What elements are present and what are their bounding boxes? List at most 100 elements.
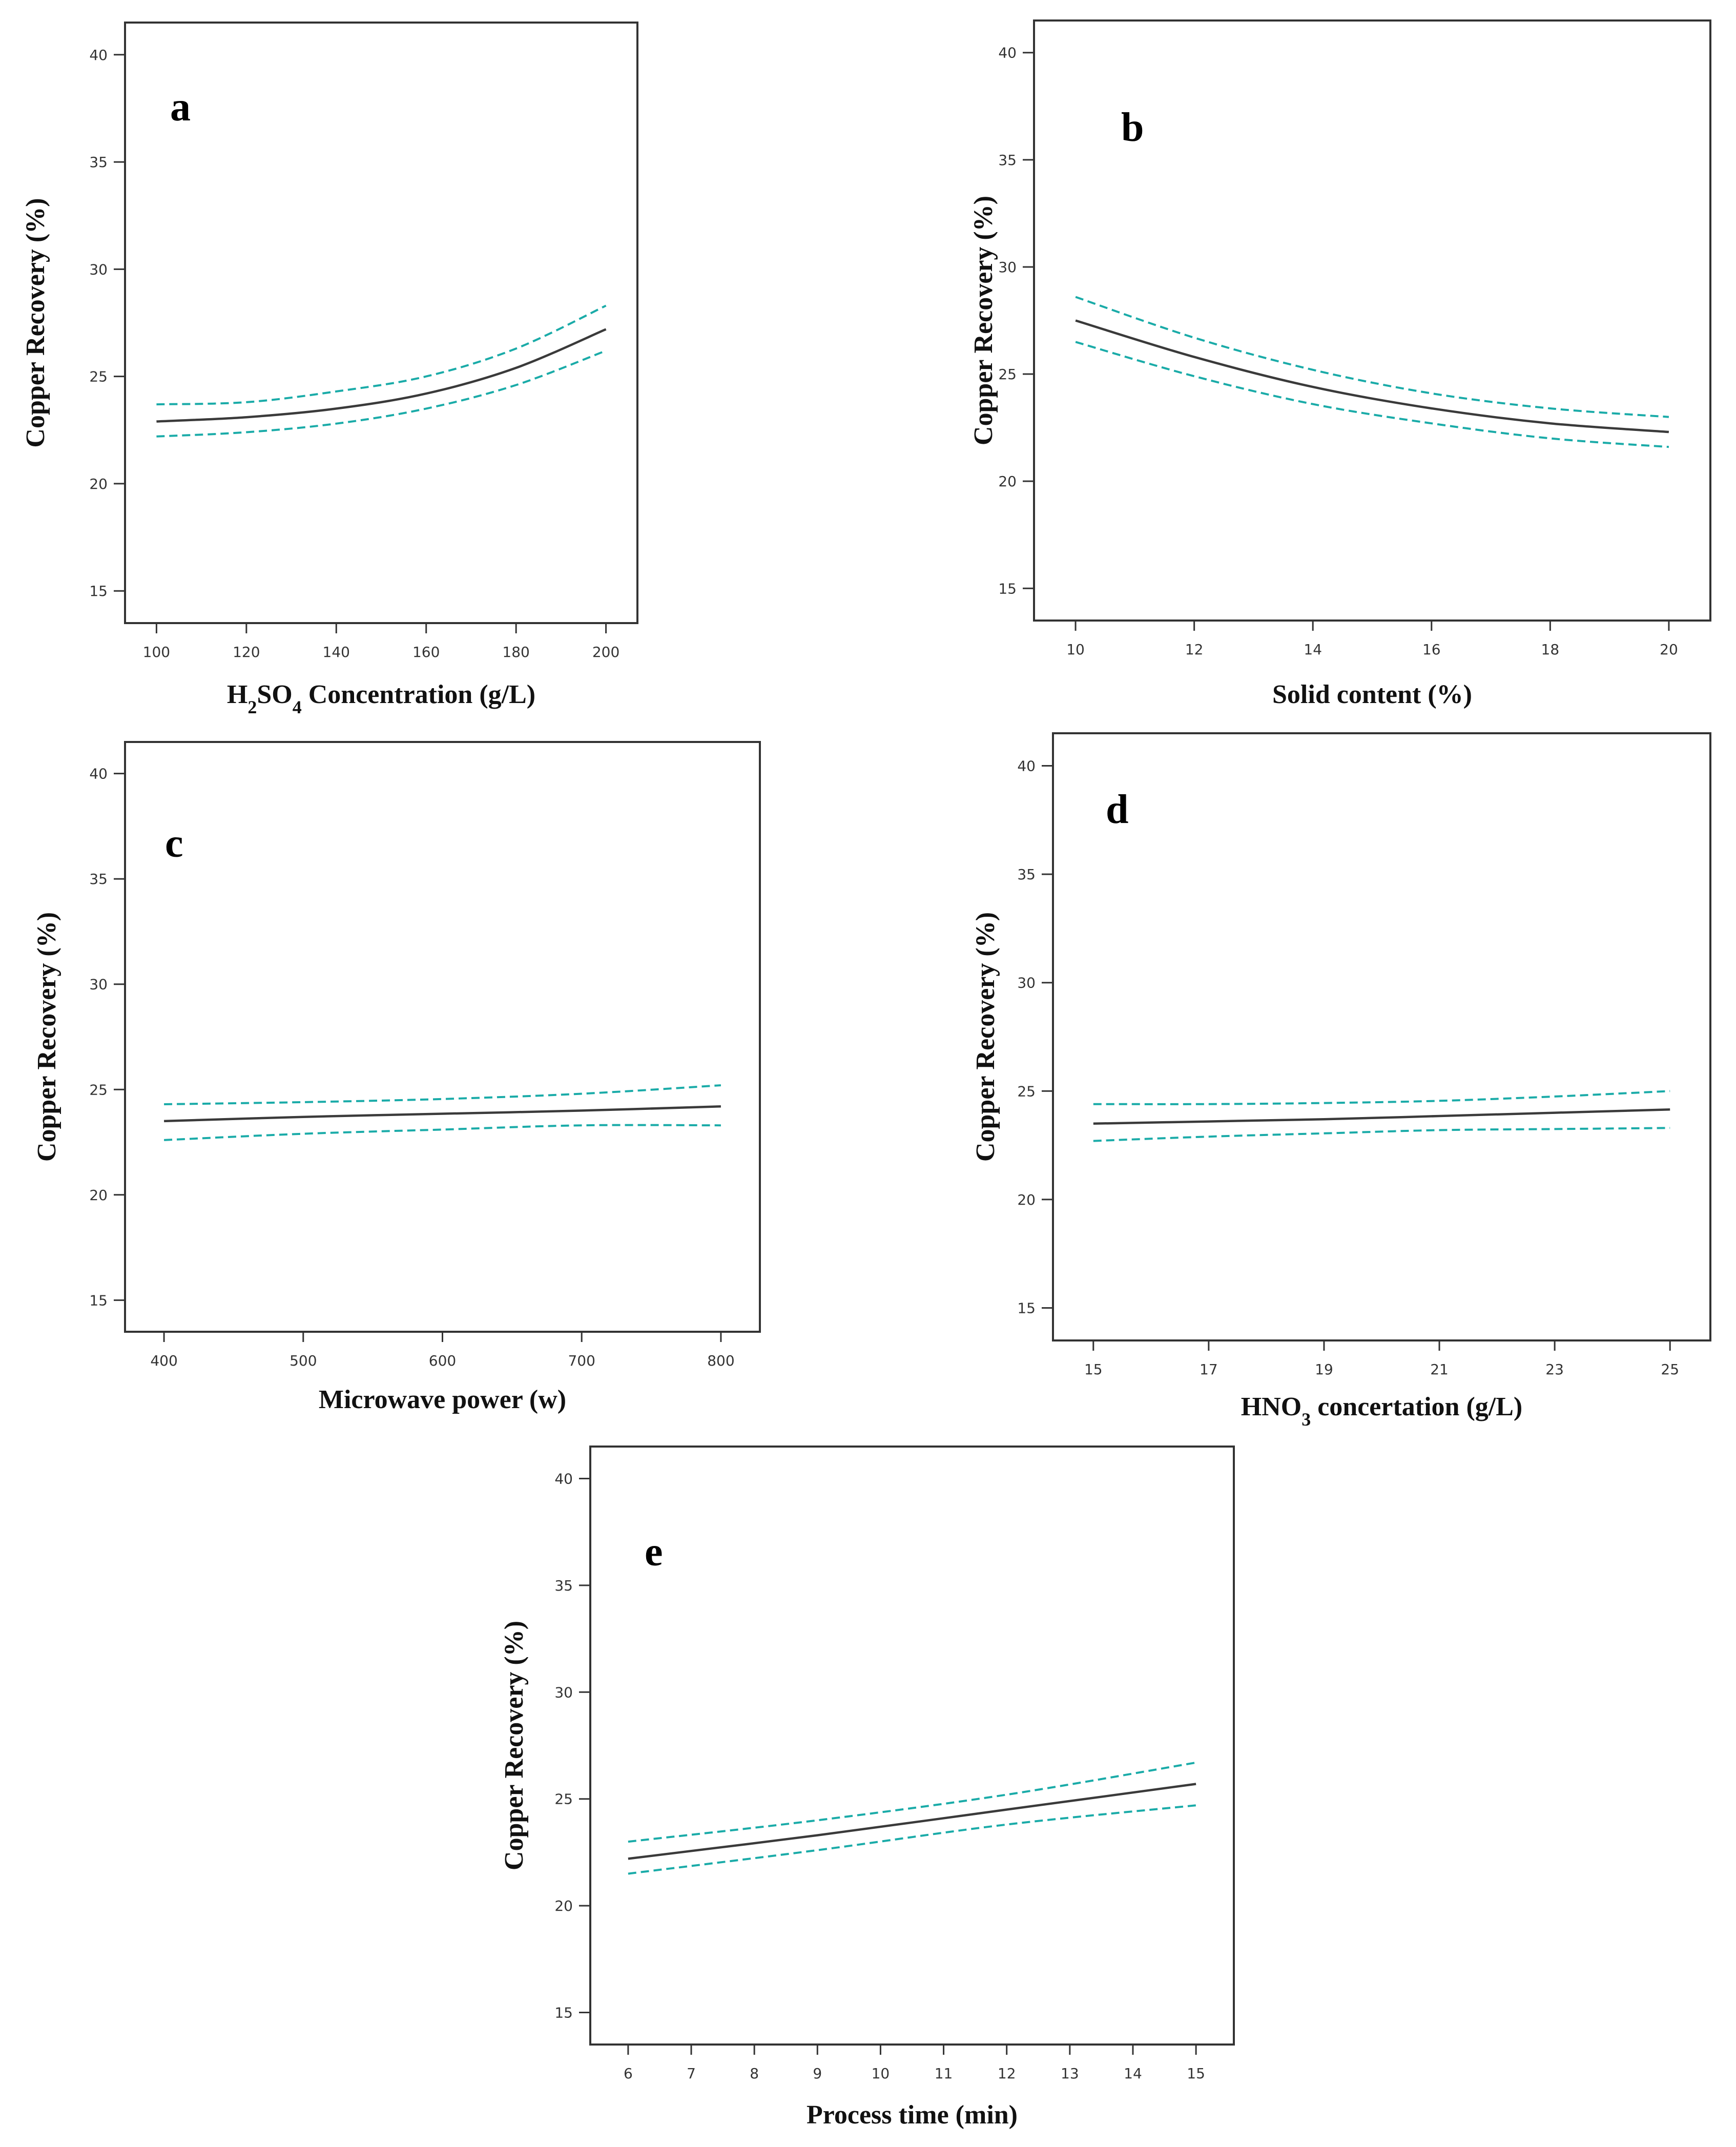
chart-panel-d: 15 20 25 30 35 40 15 17 19 21 23 25 d HNO3 concertati… <box>971 732 1711 1430</box>
x-tick-label: 11 <box>935 2065 953 2082</box>
y-tick-label: 30 <box>998 259 1017 276</box>
y-tick-label: 20 <box>1017 1191 1036 1208</box>
x-tick-label: 13 <box>1061 2065 1079 2082</box>
y-axis-title: Copper Recovery (%) <box>21 198 50 447</box>
y-tick-label: 25 <box>89 1081 108 1098</box>
confidence-band-line <box>1093 1090 1670 1105</box>
plot-frame <box>1052 732 1711 1341</box>
x-tick-label: 25 <box>1661 1361 1679 1378</box>
x-axis-title: HNO3 concertation (g/L) <box>1241 1392 1522 1430</box>
x-tick-label: 15 <box>1084 1361 1103 1378</box>
x-tick-label: 100 <box>143 644 170 660</box>
y-tick-label: 40 <box>998 45 1017 61</box>
confidence-band-line <box>164 1084 721 1105</box>
plot-frame <box>124 741 761 1333</box>
x-tick-label: 160 <box>412 644 440 660</box>
y-tick-label: 25 <box>1017 1083 1036 1100</box>
x-tick-label: 16 <box>1422 641 1441 658</box>
x-axis-title: Microwave power (w) <box>319 1385 566 1414</box>
x-tick-label: 9 <box>813 2065 822 2082</box>
panel-letter: a <box>170 85 191 130</box>
y-axis-title: Copper Recovery (%) <box>500 1621 529 1870</box>
x-tick-label: 14 <box>1304 641 1322 658</box>
y-tick-label: 25 <box>89 368 108 385</box>
y-tick-label: 20 <box>554 1897 573 1914</box>
x-tick-label: 6 <box>624 2065 633 2082</box>
panel-letter: c <box>165 821 183 866</box>
y-tick-label: 15 <box>1017 1300 1036 1317</box>
confidence-band-line <box>164 1124 721 1141</box>
x-tick-label: 10 <box>1066 641 1085 658</box>
chart-panel-e: 15 20 25 30 35 40 6 7 8 9 10 11 12 13 14 15 e Process tim… <box>500 1446 1235 2130</box>
x-tick-label: 10 <box>872 2065 890 2082</box>
y-axis-title: Copper Recovery (%) <box>971 912 1000 1162</box>
confidence-band-line <box>1093 1127 1670 1142</box>
x-axis-title: Solid content (%) <box>1272 680 1472 709</box>
plot-frame <box>124 22 638 624</box>
x-tick-label: 21 <box>1430 1361 1449 1378</box>
x-tick-label: 17 <box>1200 1361 1218 1378</box>
x-tick-label: 500 <box>290 1352 317 1369</box>
y-tick-label: 35 <box>89 154 108 171</box>
y-tick-label: 30 <box>89 261 108 278</box>
y-tick-label: 35 <box>89 871 108 887</box>
y-tick-label: 35 <box>998 152 1017 169</box>
y-tick-label: 25 <box>554 1791 573 1808</box>
y-tick-label: 30 <box>89 976 108 993</box>
predicted-line <box>1075 319 1669 433</box>
x-tick-label: 19 <box>1315 1361 1333 1378</box>
x-tick-label: 600 <box>429 1352 456 1369</box>
confidence-band-line <box>1075 341 1669 448</box>
y-tick-label: 15 <box>89 1292 108 1309</box>
y-axis-title: Copper Recovery (%) <box>969 196 998 445</box>
y-tick-label: 15 <box>554 2004 573 2021</box>
x-tick-label: 200 <box>592 644 619 660</box>
x-tick-label: 700 <box>568 1352 595 1369</box>
x-tick-label: 23 <box>1545 1361 1564 1378</box>
y-tick-label: 15 <box>89 583 108 600</box>
x-tick-label: 12 <box>998 2065 1016 2082</box>
panel-letter: d <box>1106 787 1129 832</box>
y-tick-label: 30 <box>554 1684 573 1701</box>
y-tick-label: 35 <box>554 1577 573 1594</box>
y-tick-label: 15 <box>998 580 1017 597</box>
confidence-band-line <box>156 349 607 438</box>
y-axis-title: Copper Recovery (%) <box>32 912 61 1162</box>
x-tick-label: 800 <box>707 1352 734 1369</box>
plot-frame <box>1033 19 1711 622</box>
confidence-band-line <box>628 1761 1196 1843</box>
x-tick-label: 400 <box>150 1352 177 1369</box>
x-axis-title: Process time (min) <box>807 2100 1018 2130</box>
predicted-line <box>164 1105 721 1123</box>
x-tick-label: 140 <box>323 644 350 660</box>
panel-letter: e <box>645 1530 663 1575</box>
y-tick-label: 40 <box>89 766 108 782</box>
y-tick-label: 40 <box>1017 757 1036 774</box>
predicted-line <box>1093 1108 1670 1125</box>
x-tick-label: 8 <box>750 2065 759 2082</box>
chart-panel-b: 15 20 25 30 35 40 10 12 14 16 18 20 b Solid content (… <box>969 19 1711 709</box>
chart-panel-a: 15 20 25 30 35 40 100 120 140 160 180 200 a H2SO4 Con… <box>21 22 638 717</box>
y-tick-label: 20 <box>89 476 108 492</box>
y-tick-label: 35 <box>1017 866 1036 883</box>
y-tick-label: 40 <box>554 1471 573 1488</box>
x-tick-label: 14 <box>1124 2065 1142 2082</box>
predicted-line <box>628 1783 1196 1860</box>
x-axis-title: H2SO4 Concentration (g/L) <box>227 680 535 717</box>
x-tick-label: 180 <box>502 644 529 660</box>
confidence-band-line <box>628 1804 1196 1875</box>
chart-panel-c: 15 20 25 30 35 40 400 500 600 700 800 c Microwave po… <box>32 741 761 1414</box>
x-tick-label: 18 <box>1541 641 1560 658</box>
y-tick-label: 25 <box>998 366 1017 383</box>
y-tick-label: 40 <box>89 47 108 64</box>
confidence-band-line <box>1075 296 1669 418</box>
panel-letter: b <box>1121 105 1144 150</box>
y-tick-label: 20 <box>998 473 1017 490</box>
confidence-band-line <box>156 304 607 406</box>
plot-frame <box>589 1446 1235 2046</box>
x-tick-label: 12 <box>1185 641 1204 658</box>
x-tick-label: 120 <box>233 644 260 660</box>
predicted-line <box>156 328 607 423</box>
x-tick-label: 7 <box>687 2065 696 2082</box>
